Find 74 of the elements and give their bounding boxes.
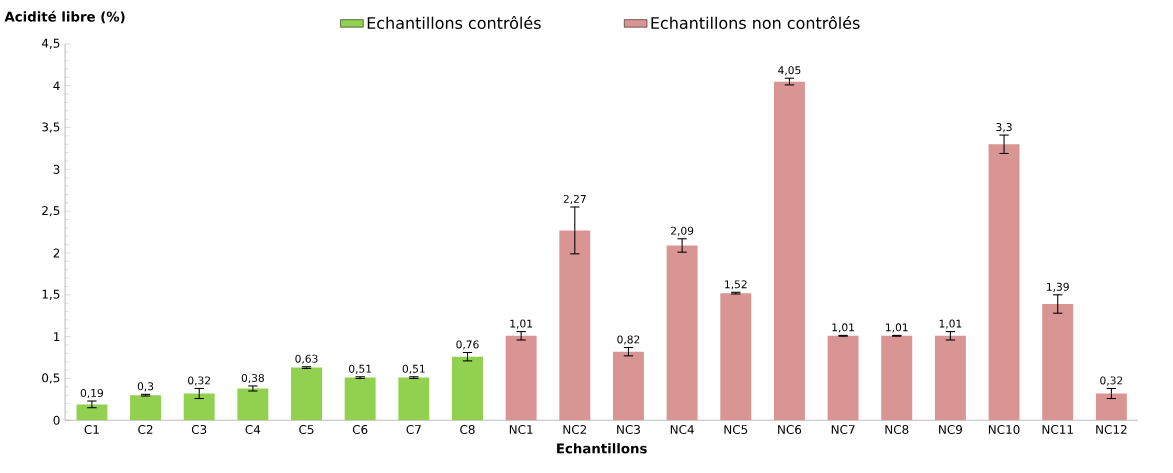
data-label: 0,51 [349, 364, 372, 374]
x-tick-label: NC6 [778, 424, 802, 434]
bar [934, 335, 966, 421]
x-tick-label: NC2 [563, 424, 587, 434]
data-label: 0,76 [456, 340, 479, 350]
legend-label: Echantillons non contrôlés [651, 15, 860, 29]
data-label: 1,39 [1047, 282, 1069, 292]
x-tick-label: NC9 [939, 424, 963, 434]
data-label: 0,32 [1100, 376, 1123, 386]
x-tick-label: C1 [84, 424, 99, 434]
bar [76, 404, 108, 421]
data-label: 1,01 [939, 319, 962, 329]
bar [1042, 303, 1074, 421]
x-tick-label: NC1 [509, 424, 533, 434]
data-label: 0,3 [137, 382, 154, 392]
x-tick-label: NC5 [724, 424, 748, 434]
x-tick-label: NC4 [670, 424, 694, 434]
data-label: 0,38 [241, 373, 264, 383]
bar [505, 335, 537, 421]
y-tick-label: 1,5 [42, 289, 60, 300]
bar [827, 335, 859, 421]
data-label: 1,52 [725, 280, 747, 290]
x-axis-title: Echantillons [557, 443, 647, 454]
y-tick-label: 0 [53, 415, 60, 425]
data-label: 0,82 [617, 335, 640, 345]
y-tick-label: 4,5 [41, 38, 60, 49]
bar [398, 377, 430, 421]
y-tick-label: 4 [53, 81, 60, 91]
data-label: 3,3 [996, 122, 1012, 133]
x-tick-label: C3 [191, 424, 207, 434]
x-tick-label: C5 [299, 424, 314, 434]
bar [988, 144, 1020, 421]
x-tick-label: NC10 [988, 424, 1020, 434]
x-tick-label: C8 [460, 424, 475, 434]
data-label: 1,01 [886, 323, 908, 333]
data-label: 0,51 [402, 364, 425, 374]
bar [559, 230, 591, 421]
x-tick-label: NC11 [1042, 424, 1073, 434]
x-tick-label: C2 [138, 424, 153, 434]
y-axis-title: Acidité libre (%) [4, 10, 125, 24]
bar [183, 393, 215, 421]
bar [1095, 393, 1127, 421]
data-label: 0,19 [80, 388, 103, 399]
data-label: 2,09 [671, 226, 694, 236]
data-label: 0,32 [188, 376, 210, 386]
bar [130, 395, 162, 421]
bar [666, 245, 698, 421]
x-tick-label: C7 [406, 424, 421, 434]
y-tick-label: 2,5 [42, 205, 60, 217]
y-tick-label: 2 [53, 248, 60, 258]
y-tick-label: 3 [53, 164, 60, 174]
bar [612, 351, 644, 421]
y-tick-label: 1 [54, 332, 60, 341]
data-label: 1,01 [832, 323, 854, 333]
x-tick-label: C6 [352, 424, 368, 434]
x-tick-label: NC3 [617, 424, 640, 434]
y-tick-label: 3,5 [42, 122, 60, 133]
bar [291, 367, 322, 421]
data-label: 4,05 [778, 66, 801, 76]
x-tick-label: C4 [245, 424, 261, 434]
bar [720, 293, 752, 421]
y-tick-label: 0,5 [42, 373, 60, 384]
x-tick-label: NC7 [831, 424, 855, 434]
data-label: 1,01 [510, 319, 533, 329]
bar [237, 388, 269, 421]
x-tick-label: NC12 [1096, 424, 1127, 434]
bar [881, 335, 913, 421]
bar [344, 377, 376, 421]
data-label: 0,63 [295, 354, 318, 364]
bar [773, 81, 805, 421]
legend-label: Echantillons contrôlés [367, 15, 541, 29]
bar [452, 356, 483, 421]
x-tick-label: NC8 [885, 424, 909, 434]
data-label: 2,27 [563, 194, 586, 204]
